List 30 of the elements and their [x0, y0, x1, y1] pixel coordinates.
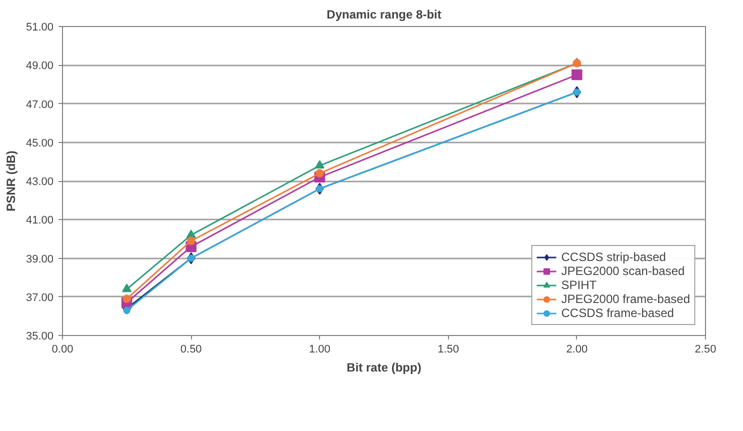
y-tick-label: 45.00 [26, 137, 54, 150]
point [572, 69, 582, 80]
chart-title: Dynamic range 8-bit [326, 8, 442, 22]
y-tick-label: 35.00 [26, 330, 54, 342]
y-tick-label: 51.00 [26, 22, 54, 34]
legend-label: CCSDS strip-based [561, 250, 666, 264]
x-tick-label: 0.50 [180, 344, 202, 356]
point [123, 306, 130, 314]
legend-label: JPEG2000 frame-based [561, 292, 690, 306]
y-tick-label: 37.00 [26, 292, 54, 304]
point [186, 236, 196, 246]
x-tick-label: 2.50 [694, 344, 716, 356]
legend-label: JPEG2000 scan-based [561, 264, 685, 278]
y-tick-label: 47.00 [26, 98, 54, 111]
point [122, 294, 131, 303]
x-tick-label: 2.00 [566, 344, 588, 356]
legend-label: SPIHT [561, 278, 597, 292]
y-tick-label: 41.00 [26, 214, 54, 227]
point [314, 160, 324, 169]
legend-label: CCSDS frame-based [561, 306, 674, 320]
x-tick-label: 0.00 [52, 344, 74, 356]
x-tick-label: 1.50 [438, 344, 460, 356]
y-tick-label: 43.00 [26, 176, 54, 188]
y-tick-label: 49.00 [26, 60, 54, 72]
point [316, 169, 324, 178]
y-tick-label: 39.00 [26, 253, 54, 266]
x-tick-label: 1.00 [308, 344, 330, 356]
point [122, 284, 132, 292]
y-axis-title: PSNR (dB) [4, 150, 18, 212]
x-axis-title: Bit rate (bpp) [346, 360, 422, 374]
